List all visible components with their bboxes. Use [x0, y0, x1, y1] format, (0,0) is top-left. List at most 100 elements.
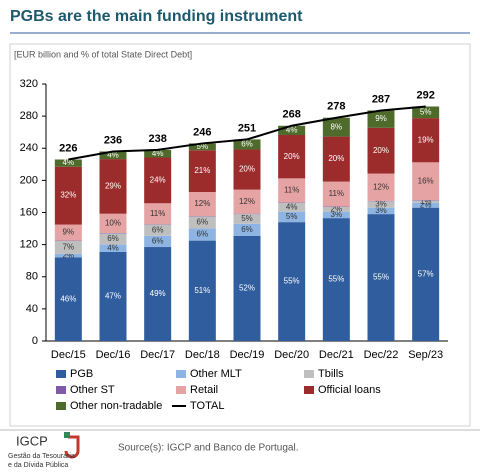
- segment-label: 6%: [241, 225, 253, 234]
- legend-swatch: [304, 370, 314, 378]
- segment-label: 4%: [152, 149, 164, 158]
- legend-swatch: [56, 370, 66, 378]
- segment-label: 20%: [239, 165, 255, 174]
- bar-segment: [233, 149, 261, 190]
- segment-label: 19%: [418, 135, 434, 144]
- bar-segment: [278, 125, 306, 135]
- bar-segment: [99, 213, 127, 233]
- x-tick-label: Dec/21: [319, 349, 354, 361]
- logo-name: IGCP: [16, 433, 48, 448]
- segment-label: 12%: [373, 182, 389, 191]
- legend-label: Retail: [190, 384, 218, 396]
- bar-segment: [412, 162, 440, 201]
- bar-segment: [412, 106, 440, 119]
- segment-label: 2%: [63, 251, 75, 260]
- x-tick-label: Sep/23: [408, 349, 443, 361]
- legend-label: Other MLT: [190, 368, 242, 380]
- segment-label: 4%: [107, 150, 119, 159]
- x-tick-label: Dec/19: [230, 349, 265, 361]
- segment-label: 29%: [105, 182, 121, 191]
- total-label: 287: [372, 93, 390, 105]
- segment-label: 32%: [60, 191, 76, 200]
- x-tick-label: Dec/22: [364, 349, 399, 361]
- bar-segment: [412, 207, 440, 341]
- segment-label: 8%: [331, 122, 343, 131]
- bar-segment: [233, 189, 261, 214]
- bar-segment: [188, 228, 216, 241]
- x-tick-label: Dec/18: [185, 349, 220, 361]
- bar-segment: [412, 118, 440, 163]
- segment-label: 6%: [107, 234, 119, 243]
- bar-segment: [188, 150, 216, 193]
- bar-segment: [54, 166, 82, 225]
- legend-label: Other non-tradable: [70, 400, 162, 412]
- chart-subtitle: [EUR billion and % of total State Direct…: [14, 49, 192, 59]
- segment-label: 3%: [331, 210, 343, 219]
- bar-segment: [322, 181, 350, 207]
- segment-label: 57%: [418, 269, 434, 278]
- bar-segment: [278, 134, 306, 179]
- bar-segment: [188, 216, 216, 229]
- segment-label: 2%: [420, 200, 432, 209]
- legend-label: TOTAL: [190, 400, 224, 412]
- total-label: 246: [193, 126, 211, 138]
- segment-label: 6%: [197, 218, 209, 227]
- bar-segment: [99, 233, 127, 245]
- y-tick-label: 80: [26, 271, 38, 283]
- legend-swatch: [304, 386, 314, 394]
- bar-segment: [322, 117, 350, 137]
- bar-segment: [54, 257, 82, 341]
- bar-segment: [54, 159, 82, 167]
- bar-segment: [188, 240, 216, 341]
- segment-label: 49%: [150, 289, 166, 298]
- bar-segment: [367, 127, 395, 174]
- segment-label: 3%: [375, 200, 387, 209]
- bar-segment: [99, 151, 127, 160]
- total-label: 251: [238, 122, 256, 134]
- legend-label: Tbills: [318, 368, 344, 380]
- total-label: 238: [148, 133, 166, 145]
- segment-label: 16%: [418, 176, 434, 185]
- bar-segment: [412, 202, 440, 208]
- x-tick-label: Dec/20: [274, 349, 309, 361]
- segment-label: 1%: [420, 197, 432, 206]
- bar-segment: [144, 247, 172, 341]
- segment-label: 4%: [286, 125, 298, 134]
- segment-label: 10%: [105, 218, 121, 227]
- x-tick-label: Dec/17: [140, 349, 175, 361]
- x-tick-label: Dec/16: [96, 349, 131, 361]
- bar-segment: [144, 224, 172, 236]
- y-tick-label: 40: [26, 303, 38, 315]
- bar-segment: [99, 244, 127, 252]
- bar-segment: [367, 214, 395, 341]
- total-label: 236: [104, 134, 122, 146]
- bar-segment: [188, 143, 216, 151]
- segment-label: 52%: [239, 284, 255, 293]
- bar-segment: [144, 149, 172, 158]
- x-tick-label: Dec/15: [51, 349, 86, 361]
- bar-segment: [367, 201, 395, 208]
- logo-icon: [64, 432, 80, 459]
- bar-segment: [412, 200, 440, 203]
- segment-label: 6%: [152, 225, 164, 234]
- bar-segment: [144, 235, 172, 248]
- legend-swatch: [56, 402, 66, 410]
- bar-segment: [233, 235, 261, 341]
- segment-label: 20%: [284, 152, 300, 161]
- bar-segment: [233, 139, 261, 150]
- segment-label: 55%: [373, 273, 389, 282]
- bar-segment: [54, 253, 82, 258]
- bar-segment: [99, 159, 127, 214]
- bar-segment: [233, 214, 261, 224]
- legend-label: Official loans: [318, 384, 381, 396]
- segment-label: 3%: [375, 206, 387, 215]
- bar-segment: [144, 157, 172, 204]
- legend-swatch: [176, 386, 186, 394]
- chart-frame: [9, 43, 471, 427]
- bar-segment: [322, 136, 350, 182]
- y-tick-label: 280: [20, 110, 38, 122]
- bar-segment: [322, 218, 350, 341]
- legend-swatch: [56, 386, 66, 394]
- segment-label: 55%: [284, 277, 300, 286]
